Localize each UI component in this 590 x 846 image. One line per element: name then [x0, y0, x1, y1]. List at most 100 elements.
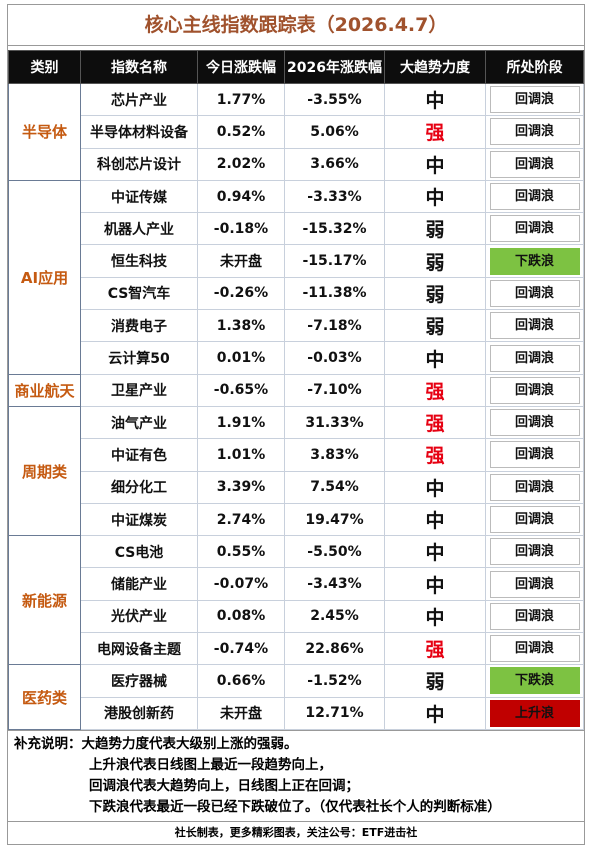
- trend-strength: 中: [384, 147, 486, 181]
- stage-badge: 回调浪: [489, 473, 580, 501]
- index-name: CS电池: [80, 535, 198, 569]
- trend-strength: 强: [384, 373, 486, 407]
- stage-cell: 回调浪: [485, 276, 584, 311]
- category-cell: 医药类: [8, 664, 81, 730]
- ytd-change: 3.83%: [284, 438, 385, 472]
- ytd-change: -1.52%: [284, 664, 385, 698]
- ytd-change: 19.47%: [284, 502, 385, 537]
- stage-cell: 回调浪: [485, 147, 584, 181]
- tracker-sheet: 核心主线指数跟踪表（2026.4.7） 类别 指数名称 今日涨跌幅 2026年涨跌幅大…: [7, 4, 585, 845]
- stage-cell: 回调浪: [485, 502, 584, 537]
- notes: 补充说明：大趋势力度代表大级别上涨的强弱。 上升浪代表日线图上最近一段趋势向上， 回…: [8, 729, 584, 821]
- sheet-title: 核心主线指数跟踪表（2026.4.7）: [8, 5, 584, 46]
- trend-strength: 强: [384, 632, 486, 666]
- stage-cell: 回调浪: [485, 179, 584, 214]
- index-name: CS智汽车: [80, 276, 198, 311]
- note-text: 上升浪代表日线图上最近一段趋势向上，: [89, 756, 332, 773]
- table-body: 半导体 芯片产业 1.77% -3.55% 中回调浪 半导体材料设备 0.52% 5.06% 强…: [8, 82, 584, 730]
- ytd-change: -0.03%: [284, 341, 385, 375]
- stage-cell: 回调浪: [485, 82, 584, 117]
- category-cell: 半导体: [8, 83, 81, 181]
- ytd-change: -3.33%: [284, 179, 385, 214]
- index-row: CS智汽车 -0.26% -11.38% 弱回调浪: [9, 276, 584, 311]
- today-change: 0.52%: [197, 115, 285, 149]
- ytd-change: -3.43%: [284, 567, 385, 601]
- index-name: 云计算50: [80, 341, 198, 375]
- index-name: 半导体材料设备: [80, 115, 198, 149]
- trend-strength: 中: [384, 567, 486, 601]
- index-row: 半导体材料设备 0.52% 5.06% 强回调浪: [9, 115, 584, 149]
- column-header: 指数名称: [80, 50, 198, 84]
- index-name: 机器人产业: [80, 212, 198, 246]
- today-change: 0.94%: [197, 179, 285, 214]
- ytd-change: -5.50%: [284, 535, 385, 569]
- today-change: 未开盘: [197, 244, 285, 278]
- trend-strength: 强: [384, 115, 486, 149]
- column-header: 所处阶段: [485, 50, 584, 84]
- today-change: -0.74%: [197, 632, 285, 666]
- today-change: 3.39%: [197, 470, 285, 504]
- today-change: 1.77%: [197, 82, 285, 117]
- trend-strength: 中: [384, 502, 486, 537]
- index-name: 医疗器械: [80, 664, 198, 698]
- stage-cell: 下跌浪: [485, 244, 584, 278]
- note-label: 补充说明：: [14, 735, 82, 752]
- column-header: 今日涨跌幅: [197, 50, 285, 84]
- stage-badge: 回调浪: [489, 409, 580, 437]
- index-row: 云计算50 0.01% -0.03% 中回调浪: [9, 341, 584, 375]
- column-header: 类别: [8, 50, 81, 84]
- stage-badge: 回调浪: [489, 344, 580, 372]
- today-change: 1.38%: [197, 309, 285, 343]
- category-cell: 新能源: [8, 535, 81, 666]
- stage-badge: 回调浪: [489, 183, 580, 211]
- today-change: -0.18%: [197, 212, 285, 246]
- stage-badge: 上升浪: [489, 699, 580, 727]
- trend-strength: 中: [384, 470, 486, 504]
- ytd-change: 7.54%: [284, 470, 385, 504]
- index-name: 科创芯片设计: [80, 147, 198, 181]
- index-row: 医药类 医疗器械 0.66% -1.52% 弱下跌浪: [8, 664, 584, 730]
- index-row: 恒生科技 未开盘 -15.17% 弱下跌浪: [9, 244, 584, 278]
- ytd-change: 5.06%: [284, 115, 385, 149]
- stage-badge: 下跌浪: [489, 247, 580, 275]
- stage-badge: 回调浪: [489, 376, 580, 404]
- ytd-change: 12.71%: [284, 696, 385, 730]
- today-change: 0.55%: [197, 535, 285, 569]
- trend-strength: 弱: [384, 244, 486, 278]
- ytd-change: -15.32%: [284, 212, 385, 246]
- trend-strength: 中: [384, 696, 486, 730]
- category-cell: AI应用: [8, 179, 81, 375]
- index-name: 卫星产业: [80, 373, 198, 407]
- ytd-change: -7.10%: [284, 373, 385, 407]
- column-header: 2026年涨跌幅: [284, 50, 385, 84]
- stage-cell: 上升浪: [485, 696, 584, 730]
- stage-cell: 下跌浪: [485, 664, 584, 698]
- index-name: 芯片产业: [80, 82, 198, 117]
- ytd-change: -15.17%: [284, 244, 385, 278]
- index-name: 细分化工: [80, 470, 198, 504]
- today-change: 1.91%: [197, 405, 285, 440]
- today-change: -0.07%: [197, 567, 285, 601]
- stage-badge: 回调浪: [489, 215, 580, 243]
- stage-cell: 回调浪: [485, 599, 584, 634]
- stage-cell: 回调浪: [485, 373, 584, 407]
- index-row: 科创芯片设计 2.02% 3.66% 中回调浪: [9, 147, 584, 181]
- ytd-change: 2.45%: [284, 599, 385, 634]
- trend-strength: 中: [384, 535, 486, 569]
- stage-badge: 回调浪: [489, 312, 580, 340]
- stage-badge: 回调浪: [489, 279, 580, 307]
- today-change: 2.74%: [197, 502, 285, 537]
- stage-cell: 回调浪: [485, 567, 584, 601]
- index-name: 恒生科技: [80, 244, 198, 278]
- trend-strength: 中: [384, 179, 486, 214]
- index-row: 光伏产业 0.08% 2.45% 中回调浪: [9, 599, 584, 634]
- today-change: 0.01%: [197, 341, 285, 375]
- note-text: 下跌浪代表最近一段已经下跌破位了。（仅代表社长个人的判断标准）: [89, 798, 501, 815]
- ytd-change: -11.38%: [284, 276, 385, 311]
- today-change: 1.01%: [197, 438, 285, 472]
- today-change: 0.66%: [197, 664, 285, 698]
- stage-badge: 回调浪: [489, 441, 580, 469]
- category-cell: 商业航天: [8, 373, 81, 407]
- note-text: 大趋势力度代表大级别上涨的强弱。: [81, 735, 298, 752]
